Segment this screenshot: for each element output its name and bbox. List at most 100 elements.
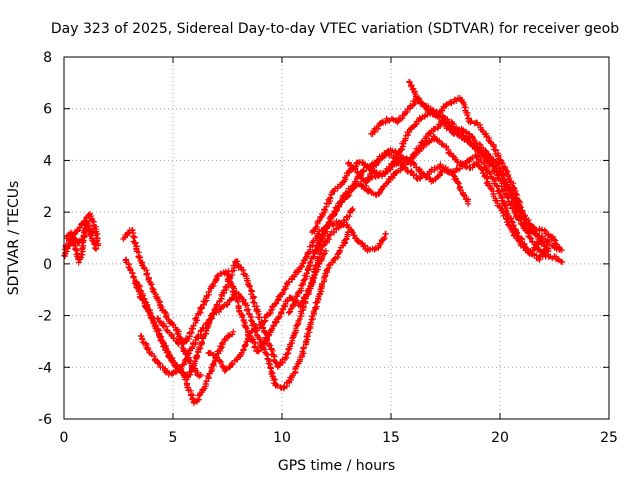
point-marker [501,201,508,208]
point-marker [382,230,389,237]
point-marker [338,199,345,206]
point-marker [465,200,472,207]
point-marker [265,360,272,367]
point-marker [202,381,209,387]
point-marker [155,359,162,366]
point-marker [200,386,207,393]
point-marker [313,223,320,230]
point-marker [313,299,320,306]
point-marker [251,344,258,351]
point-marker [270,323,277,330]
point-marker [545,248,552,255]
point-marker [327,194,334,201]
point-marker [558,247,565,254]
point-marker [200,325,207,332]
point-marker [380,236,387,243]
point-marker [300,344,307,351]
point-marker [222,366,229,373]
y-tick-label: -6 [38,412,52,428]
point-marker [240,346,247,353]
point-marker [145,275,152,282]
plot-frame [63,56,610,420]
point-marker [256,347,262,354]
y-tick-label: 6 [43,102,52,118]
y-axis-label: SDTVAR / TECUs [6,181,22,296]
point-marker [520,216,527,223]
point-marker [260,338,267,345]
point-marker [204,320,211,327]
point-marker [450,168,457,175]
y-tick-label: -2 [38,309,52,325]
trace-e [154,206,356,355]
trace-a [120,227,204,380]
point-marker [218,359,225,365]
point-marker [504,194,511,201]
point-marker [145,346,152,353]
point-marker [312,224,319,231]
point-marker [89,218,96,225]
point-marker [464,136,471,143]
point-marker [284,350,291,357]
point-marker [360,167,366,174]
point-marker [75,259,82,266]
point-marker [230,328,237,335]
point-marker [205,289,212,296]
point-marker [545,232,551,239]
point-marker [551,236,558,243]
point-marker [303,270,310,277]
point-marker [437,161,444,168]
point-marker [262,317,269,324]
point-marker [479,127,486,134]
point-marker [89,229,96,236]
point-marker [307,259,314,265]
point-marker [150,319,157,326]
point-marker [246,333,253,340]
point-marker [305,263,312,270]
point-marker [377,241,384,247]
point-marker [461,192,468,199]
point-marker [223,365,230,372]
point-marker [137,294,144,300]
point-marker [293,363,300,370]
point-marker [483,134,490,140]
point-marker [220,302,227,309]
point-marker [336,247,343,254]
point-marker [552,240,559,247]
point-marker [231,285,237,292]
point-marker [406,129,413,136]
point-marker [252,343,258,350]
point-marker [173,368,180,375]
point-marker [234,298,241,305]
point-marker [92,245,98,251]
point-marker [299,348,306,355]
point-marker [189,344,196,351]
point-marker [405,132,412,139]
point-marker [276,313,283,320]
point-marker [194,352,200,359]
point-marker [499,172,506,179]
chart-title: Day 323 of 2025, Sidereal Day-to-day VTE… [51,21,619,37]
point-marker [245,306,252,313]
point-marker [205,374,212,381]
point-marker [519,212,526,219]
point-marker [136,254,143,261]
point-marker [178,365,185,372]
point-marker [382,168,389,175]
point-marker [527,235,534,242]
point-marker [159,307,166,314]
point-marker [462,130,469,136]
point-marker [182,356,189,363]
point-marker [156,360,163,367]
point-marker [129,269,136,276]
point-marker [348,186,355,192]
point-marker [287,308,294,315]
point-marker [361,162,367,169]
point-marker [165,371,172,378]
point-marker [474,153,481,160]
point-marker [349,206,356,212]
point-marker [225,333,232,340]
point-marker [326,236,333,243]
point-marker [93,246,100,253]
point-marker [139,339,146,346]
point-marker [250,299,257,306]
